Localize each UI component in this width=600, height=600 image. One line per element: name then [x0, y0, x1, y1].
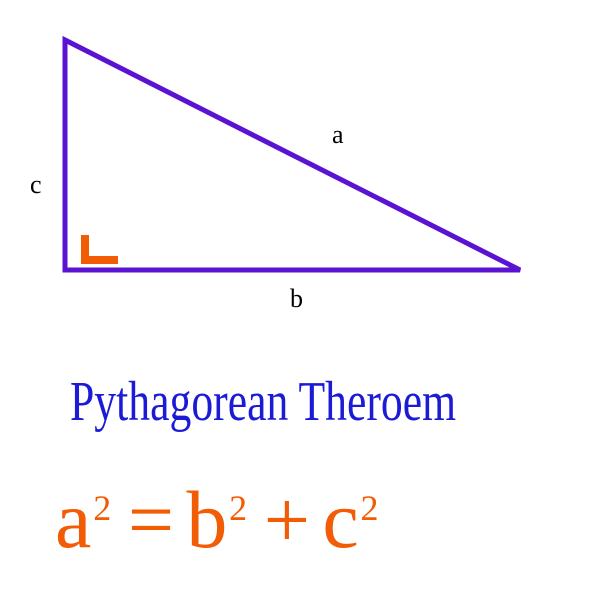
formula-base: b: [186, 473, 227, 567]
theorem-title: Pythagorean Theroem: [70, 370, 456, 434]
triangle-shape: [65, 40, 520, 270]
side-label-a: a: [332, 120, 344, 150]
formula-exponent: 2: [93, 487, 111, 529]
side-label-c: c: [30, 170, 42, 200]
side-label-b: b: [290, 284, 303, 314]
formula-operator: +: [264, 473, 310, 567]
formula-base: a: [55, 473, 91, 567]
formula-operator: =: [128, 473, 174, 567]
right-angle-marker: [85, 235, 118, 260]
formula-exponent: 2: [229, 487, 247, 529]
formula-base: c: [322, 473, 358, 567]
theorem-formula: a2=b2+c2: [55, 473, 383, 567]
formula-exponent: 2: [361, 487, 379, 529]
